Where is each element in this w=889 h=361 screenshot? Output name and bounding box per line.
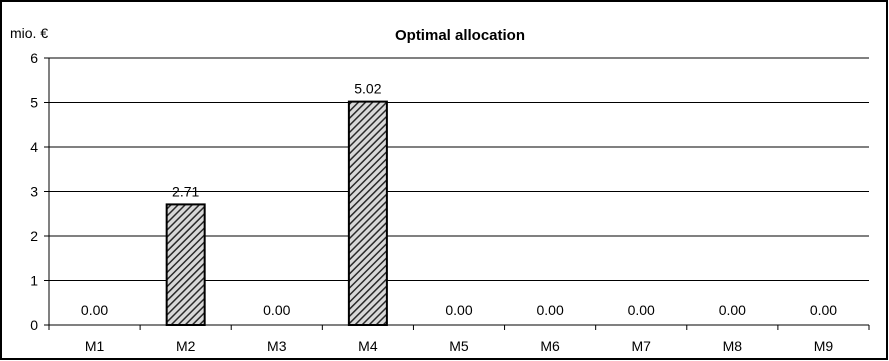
labels: 0 1 2 3 4 5 6 0.00 M1 2.71 M2 0.00 M3 5.02 M4 0.00 M5 0.0… [30, 50, 837, 354]
y-tick-label: 5 [30, 95, 38, 111]
axes [44, 57, 870, 330]
bar-m4 [347, 100, 388, 326]
x-tick-label: M4 [358, 338, 378, 354]
y-tick-label: 0 [30, 317, 38, 333]
data-label: 2.71 [172, 183, 199, 199]
x-tick-label: M6 [540, 338, 560, 354]
y-tick-label: 1 [30, 273, 38, 289]
bar-m2 [165, 203, 206, 326]
y-tick-label: 2 [30, 228, 38, 244]
bars [165, 100, 388, 326]
chart-title: Optimal allocation [395, 27, 525, 44]
x-tick-label: M2 [176, 338, 196, 354]
data-label: 0.00 [536, 302, 563, 318]
x-tick-label: M3 [267, 338, 287, 354]
y-tick-label: 6 [30, 50, 38, 66]
data-label: 0.00 [719, 302, 746, 318]
x-tick-label: M1 [85, 338, 105, 354]
data-label: 0.00 [445, 302, 472, 318]
data-label: 5.02 [354, 81, 381, 97]
x-tick-label: M5 [449, 338, 469, 354]
y-tick-label: 4 [30, 139, 38, 155]
x-tick-label: M8 [723, 338, 743, 354]
y-tick-label: 3 [30, 184, 38, 200]
y-axis-label: mio. € [10, 25, 48, 41]
data-label: 0.00 [810, 302, 837, 318]
data-label: 0.00 [263, 302, 290, 318]
data-label: 0.00 [628, 302, 655, 318]
x-tick-label: M7 [631, 338, 651, 354]
data-label: 0.00 [81, 302, 108, 318]
x-tick-label: M9 [814, 338, 834, 354]
